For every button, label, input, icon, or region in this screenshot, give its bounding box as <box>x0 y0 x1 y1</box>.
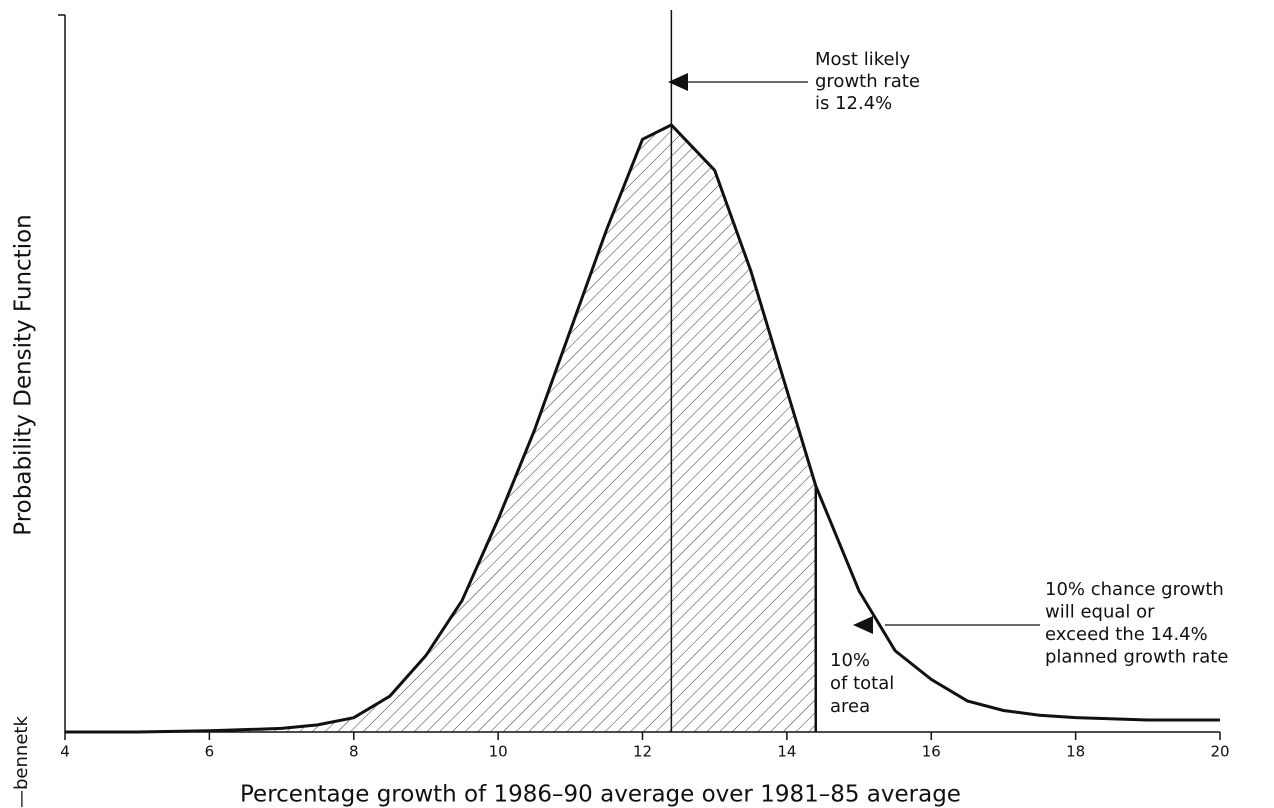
x-tick-label: 8 <box>349 743 359 761</box>
credit: —bennetk <box>11 716 32 808</box>
x-tick-label: 6 <box>205 743 215 761</box>
annotation-text: area <box>830 696 870 717</box>
x-axis-label: Percentage growth of 1986–90 average ove… <box>240 782 961 808</box>
x-tick-label: 4 <box>60 743 70 761</box>
annotation-text: Most likely <box>815 49 911 70</box>
x-tick-label: 12 <box>633 743 652 761</box>
annotation-text: planned growth rate <box>1045 647 1228 668</box>
arrow-head <box>668 73 688 91</box>
x-tick-label: 10 <box>489 743 508 761</box>
annotation-text: 10% chance growth <box>1045 579 1224 600</box>
annotation-text: exceed the 14.4% <box>1045 624 1208 645</box>
annotation-text: will equal or <box>1045 602 1155 623</box>
x-tick-label: 20 <box>1210 743 1229 761</box>
annotation-text: of total <box>830 673 894 694</box>
annotation-text: 10% <box>830 650 870 671</box>
annotation-text: is 12.4% <box>815 93 892 114</box>
density-curve <box>65 123 1220 734</box>
y-axis-label: Probability Density Function <box>11 214 37 535</box>
annotation-text: growth rate <box>815 71 920 92</box>
x-tick-label: 14 <box>777 743 796 761</box>
arrow-head <box>853 616 873 634</box>
shaded-area <box>65 124 816 732</box>
x-tick-label: 18 <box>1066 743 1085 761</box>
x-tick-label: 16 <box>922 743 941 761</box>
